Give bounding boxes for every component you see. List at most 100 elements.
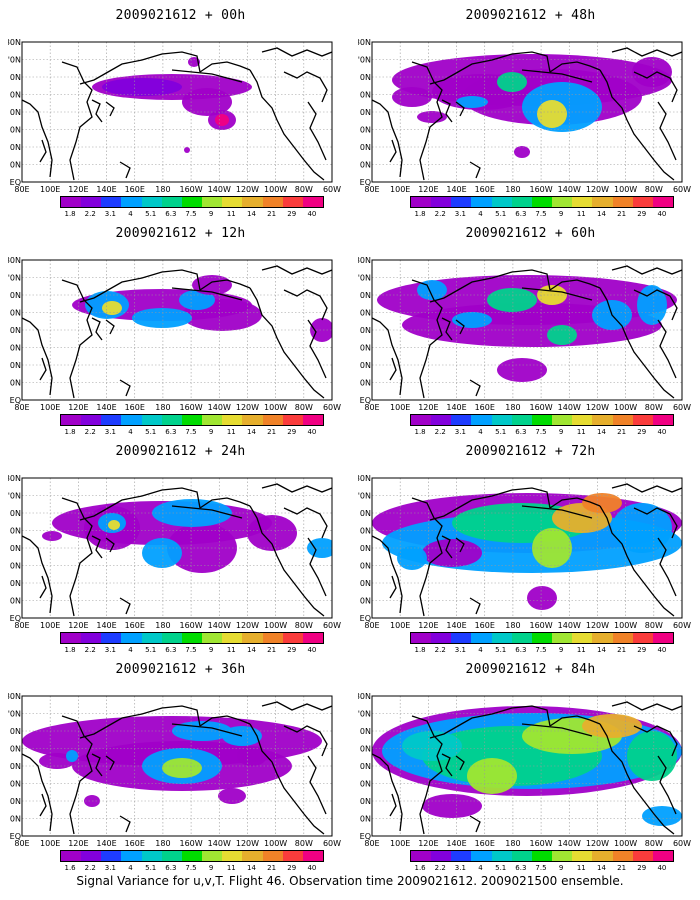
lat-tick-label: 0N: [10, 73, 21, 82]
lon-tick-label: 120W: [586, 839, 609, 848]
lon-tick-label: 60W: [323, 839, 341, 848]
colorbar-swatch: [632, 415, 653, 425]
colorbar-swatch: [181, 851, 203, 861]
lon-tick-label: 140W: [558, 185, 581, 194]
lon-tick-label: 140E: [446, 185, 466, 194]
variance-region: [108, 520, 120, 530]
variance-region: [215, 114, 229, 126]
colorbar-label: 2.2: [434, 428, 446, 436]
lat-tick-label: EQ: [10, 396, 21, 405]
colorbar-label: 6.3: [515, 210, 527, 218]
lon-tick-label: 180: [505, 621, 520, 630]
map-panel-p24: 2009021612 + 24h 80E 100E 120E 140E 160E 180 16…: [8, 444, 353, 664]
lat-tick-label: 0N: [360, 745, 371, 754]
colorbar: 1.8 2.2 3.1 4 5.1 6.3 7.5 9 11 14 21 29 40: [410, 632, 674, 654]
colorbar: 1.6 2.2 3.1 4 5.1 6.3 7.5 9 11 14 21 29 40: [410, 850, 674, 872]
colorbar-swatch: [531, 415, 553, 425]
colorbar-swatch: [531, 633, 553, 643]
lat-tick-label: 0N: [10, 780, 21, 789]
variance-region: [102, 78, 182, 96]
variance-region: [582, 714, 642, 738]
colorbar-swatch: [592, 633, 613, 643]
lon-tick-label: 120W: [236, 403, 259, 412]
colorbar-label: 7.5: [185, 646, 197, 654]
map-panel-p12: 2009021612 + 12h 80E 100E 120E 140E 160E 180 16…: [8, 226, 353, 446]
lat-tick-label: 0N: [360, 326, 371, 335]
map-plot: 80E 100E 120E 140E 160E 180 160W 140W 120W 100W 80…: [358, 474, 691, 630]
lat-tick-label: '0N: [358, 274, 371, 283]
colorbar-label: 21: [617, 646, 627, 654]
variance-region: [422, 539, 482, 567]
panel-title: 2009021612 + 84h: [465, 662, 596, 677]
panel-title: 2009021612 + 60h: [465, 226, 596, 241]
colorbar-swatch: [222, 633, 243, 643]
variance-region: [467, 758, 517, 794]
colorbar-swatch: [161, 415, 182, 425]
variance-region: [132, 308, 192, 328]
variance-region: [537, 100, 567, 128]
colorbar: 1.8 2.2 3.1 4 5.1 6.3 7.5 9 11 14 21 29 40: [410, 196, 674, 218]
colorbar-label: 6.3: [515, 646, 527, 654]
lon-tick-label: 80W: [645, 839, 663, 848]
map-gridlines: [22, 260, 332, 400]
colorbar-swatch: [411, 633, 432, 643]
lon-tick-label: 120W: [236, 839, 259, 848]
colorbar-label: 7.5: [185, 428, 197, 436]
colorbar-swatch: [121, 415, 142, 425]
colorbar-label: 4: [128, 646, 133, 654]
variance-region: [142, 538, 182, 568]
colorbar-swatch: [121, 851, 142, 861]
colorbar-label: 21: [267, 864, 277, 872]
colorbar-label: 9: [208, 864, 214, 872]
lat-tick-label: 0N: [360, 562, 371, 571]
colorbar-swatch: [202, 851, 223, 861]
lon-tick-label: 80E: [364, 403, 379, 412]
colorbar-label: 29: [637, 210, 647, 218]
colorbar-label: 40: [307, 646, 317, 654]
colorbar-label: 5.1: [495, 864, 507, 872]
lon-tick-label: 100E: [40, 621, 60, 630]
variance-region: [42, 531, 62, 541]
variance-region: [632, 57, 672, 87]
lat-tick-label: '0N: [8, 274, 21, 283]
lon-tick-label: 60W: [673, 621, 691, 630]
colorbar-swatch: [511, 415, 532, 425]
map-gridlines: [372, 260, 682, 400]
lat-tick-label: 0N: [10, 161, 21, 170]
lon-tick-label: 60W: [673, 403, 691, 412]
colorbar-label: 1.8: [64, 646, 76, 654]
variance-region: [637, 285, 667, 325]
colorbar-label: 6.3: [165, 210, 177, 218]
colorbar-swatch: [81, 851, 102, 861]
map-plot: 80E 100E 120E 140E 160E 180 160W 140W 120W 100W 80…: [8, 692, 341, 848]
lat-tick-label: 0N: [10, 579, 21, 588]
lon-tick-label: 160W: [529, 185, 552, 194]
lat-tick-label: 0N: [360, 143, 371, 152]
colorbar-label: 7.5: [535, 428, 547, 436]
variance-region: [422, 794, 482, 818]
colorbar-swatch: [531, 197, 553, 207]
colorbar-swatch: [471, 633, 492, 643]
colorbar-swatch: [511, 197, 532, 207]
lat-tick-label: 0N: [360, 544, 371, 553]
colorbar-label: 1.8: [414, 210, 426, 218]
lat-tick-label: 0N: [360, 509, 371, 518]
lat-tick-label: 30N: [8, 474, 21, 483]
lon-tick-label: 120W: [586, 403, 609, 412]
variance-region: [392, 87, 432, 107]
lon-tick-label: 80E: [14, 621, 29, 630]
lon-tick-label: 140E: [96, 403, 116, 412]
colorbar-label: 40: [657, 864, 667, 872]
colorbar-label: 3.1: [104, 864, 116, 872]
colorbar-label: 11: [226, 646, 236, 654]
lon-tick-label: 80E: [14, 403, 29, 412]
colorbar-label: 29: [637, 646, 647, 654]
lon-tick-label: 140W: [208, 839, 231, 848]
colorbar-label: 5.1: [495, 210, 507, 218]
colorbar-label: 11: [576, 210, 586, 218]
colorbar-swatch: [612, 415, 633, 425]
panel-title: 2009021612 + 00h: [115, 8, 246, 23]
colorbar-swatch: [161, 633, 182, 643]
lon-tick-label: 100W: [614, 185, 637, 194]
lon-tick-label: 100E: [390, 839, 410, 848]
